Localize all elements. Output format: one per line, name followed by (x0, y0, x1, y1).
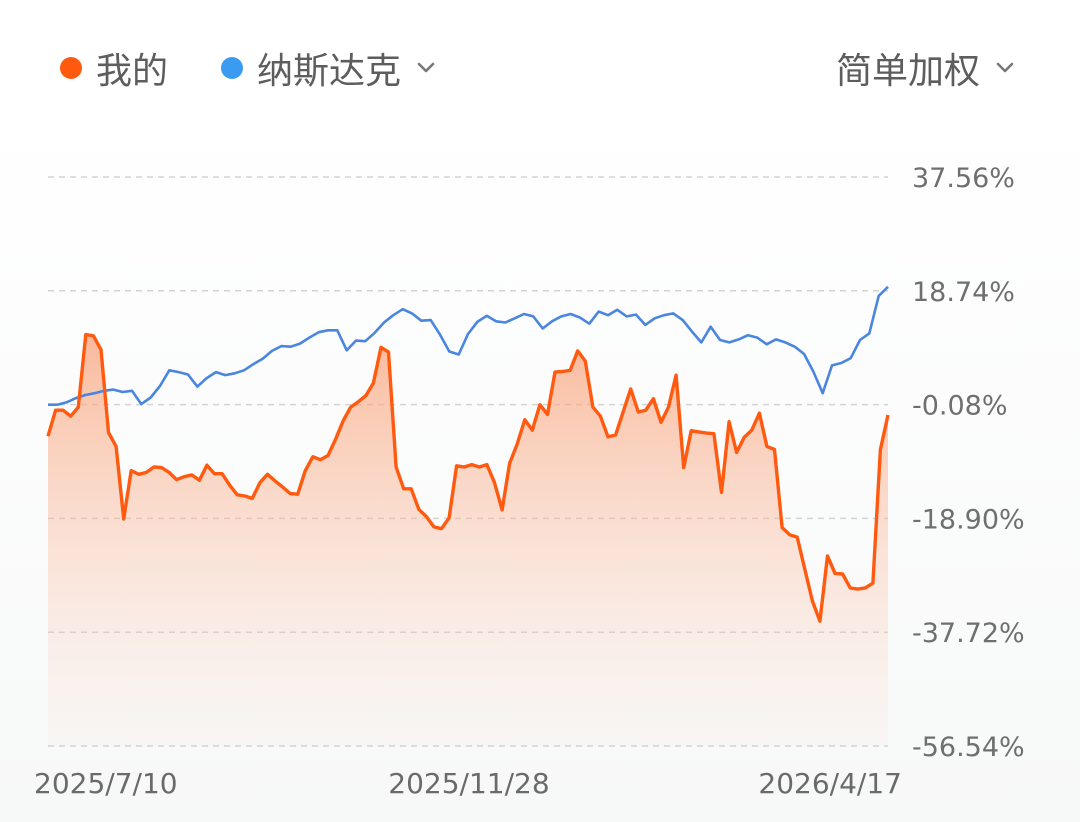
chevron-down-icon (994, 57, 1016, 79)
nasdaq-series-line (48, 285, 889, 406)
x-tick-label: 2026/4/17 (758, 767, 902, 800)
mine-series-dot (60, 57, 82, 79)
mine-area-fill (48, 334, 888, 746)
y-tick-label: -0.08% (912, 391, 1008, 422)
weighting-label: 简单加权 (836, 51, 981, 92)
legend-mine-label: 我的 (96, 51, 169, 92)
legend-index-selector[interactable]: 纳斯达克 (221, 46, 437, 92)
x-tick-label: 2025/11/28 (388, 767, 549, 800)
legend-index-label: 纳斯达克 (257, 51, 402, 92)
legend-mine[interactable]: 我的 (60, 46, 168, 92)
y-tick-label: 37.56% (912, 163, 1015, 194)
weighting-selector[interactable]: 简单加权 (836, 46, 1016, 92)
chevron-down-icon (415, 57, 437, 79)
y-tick-label: 18.74% (912, 277, 1015, 308)
y-tick-label: -18.90% (912, 504, 1025, 535)
index-series-dot (221, 57, 243, 79)
y-tick-label: -56.54% (912, 732, 1025, 763)
x-tick-label: 2025/7/10 (34, 767, 178, 800)
y-tick-label: -37.72% (912, 618, 1025, 649)
mine-series-line (46, 332, 890, 623)
